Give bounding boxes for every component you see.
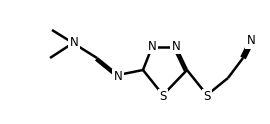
Text: S: S (159, 91, 167, 104)
Text: N: N (247, 34, 255, 47)
Text: N: N (114, 71, 122, 83)
Text: N: N (172, 40, 180, 52)
Text: S: S (203, 91, 211, 104)
Text: N: N (148, 40, 156, 52)
Text: N: N (70, 35, 78, 48)
